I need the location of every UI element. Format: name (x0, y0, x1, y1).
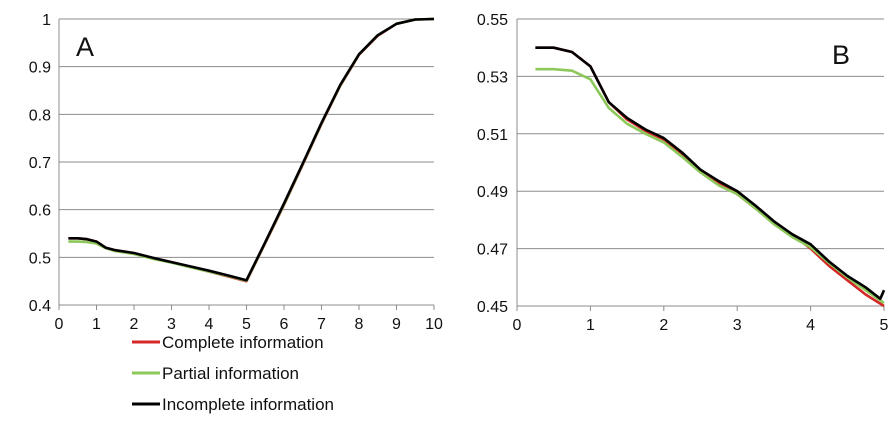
legend-label-incomplete: Incomplete information (162, 395, 334, 414)
x-tick-label-a-0: 0 (55, 316, 64, 333)
chart-panel-a: 0.40.50.60.70.80.910 1 2 3 4 5 6 7 8 9 10A (29, 12, 443, 333)
panel-label-b: B (832, 40, 850, 70)
x-tick-label-b-0: 0 (513, 317, 522, 334)
legend-item-partial: Partial information (132, 364, 299, 383)
y-tick-label-a-5: 0.9 (29, 60, 51, 77)
legend: Complete information Partial information… (132, 333, 334, 414)
x-tick-label-a-4: 4 (205, 316, 214, 333)
y-tick-label-a-6: 1 (42, 12, 51, 29)
x-tick-label-b-4: 4 (806, 317, 815, 334)
x-tick-label-a-6: 6 (280, 316, 289, 333)
x-tick-label-b-3: 3 (733, 317, 742, 334)
x-tick-label-a-2: 2 (130, 316, 139, 333)
y-tick-label-b-1: 0.47 (477, 242, 508, 259)
panel-label-a: A (76, 32, 94, 62)
x-tick-label-a-9: 9 (392, 316, 401, 333)
x-tick-label-a-7: 7 (317, 316, 326, 333)
y-tick-label-a-3: 0.7 (29, 155, 51, 172)
x-tick-label-a-1: 1 (92, 316, 101, 333)
legend-label-complete: Complete information (162, 333, 324, 352)
x-tick-label-b-5: 5 (880, 317, 888, 334)
legend-item-incomplete: Incomplete information (132, 395, 334, 414)
y-tick-label-a-0: 0.4 (29, 298, 51, 315)
series-line-a-incomplete-information (68, 17, 435, 282)
legend-item-complete: Complete information (132, 333, 324, 352)
x-tick-label-b-2: 2 (659, 317, 668, 334)
x-tick-label-a-8: 8 (355, 316, 364, 333)
series-line-a-complete-information (68, 17, 435, 283)
legend-label-partial: Partial information (162, 364, 299, 383)
y-tick-label-a-1: 0.5 (29, 250, 51, 267)
y-tick-label-a-2: 0.6 (29, 203, 51, 220)
y-tick-label-b-3: 0.51 (477, 127, 508, 144)
chart-panel-b: 0.45 0.47 0.49 0.51 0.53 0.55 0 1 2 3 4 5 B (477, 12, 888, 334)
x-tick-label-a-3: 3 (167, 316, 176, 333)
y-tick-label-b-4: 0.53 (477, 69, 508, 86)
x-tick-label-a-5: 5 (242, 316, 251, 333)
y-tick-label-b-5: 0.55 (477, 12, 508, 29)
series-line-b-incomplete-information (535, 46, 886, 301)
series-line-a-partial-information (68, 17, 435, 283)
y-tick-label-a-4: 0.8 (29, 107, 51, 124)
y-tick-label-b-0: 0.45 (477, 299, 508, 316)
y-tick-label-b-2: 0.49 (477, 184, 508, 201)
x-tick-label-b-1: 1 (586, 317, 595, 334)
x-tick-label-a-10: 10 (425, 316, 443, 333)
